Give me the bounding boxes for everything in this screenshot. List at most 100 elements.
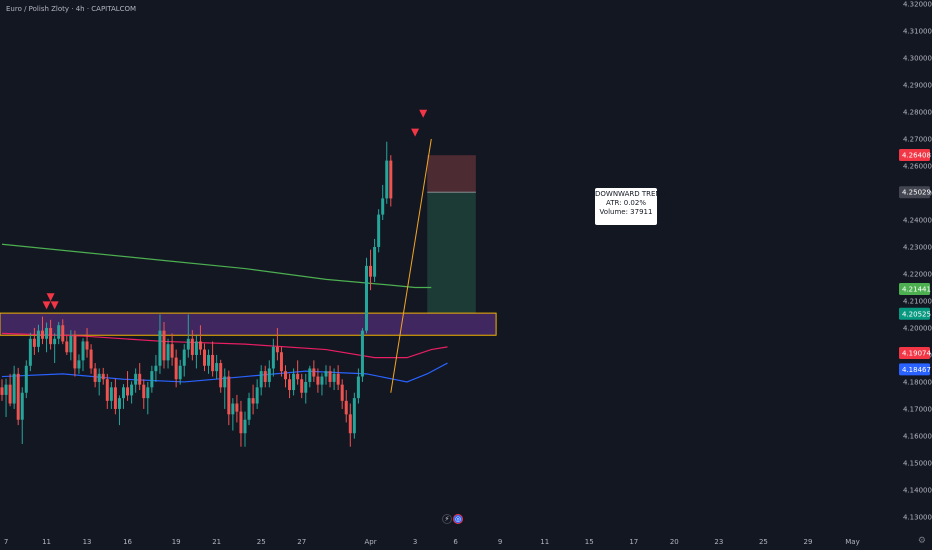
- candle: [312, 368, 316, 377]
- candle: [373, 246, 377, 277]
- candle: [320, 376, 324, 385]
- y-tick-label: 4.13000: [903, 513, 932, 521]
- y-tick-label: 4.22000: [903, 270, 932, 278]
- stop-loss-zone: [427, 155, 476, 193]
- candle: [352, 398, 356, 434]
- sell-signal-marker: [46, 293, 55, 302]
- candle: [134, 373, 138, 385]
- candle: [235, 403, 239, 412]
- candle: [340, 384, 344, 401]
- x-tick-label: 16: [123, 538, 132, 546]
- x-tick-label: 25: [257, 538, 266, 546]
- candle: [93, 368, 97, 382]
- price-label-text: 4.26408: [902, 151, 931, 159]
- candle: [101, 373, 105, 380]
- x-tick-label: 17: [629, 538, 638, 546]
- x-tick-label: 23: [714, 538, 723, 546]
- price-label-text: 4.21441: [902, 286, 931, 294]
- candle: [316, 376, 320, 385]
- candle: [85, 341, 89, 350]
- atr-label: ATR: 0.02%: [606, 199, 646, 207]
- y-tick-label: 4.30000: [903, 55, 932, 63]
- candle: [105, 379, 109, 401]
- candle: [243, 419, 247, 434]
- candle: [336, 373, 340, 385]
- lightning-icon[interactable]: ⚡: [442, 514, 452, 524]
- trend-info-box: DOWNWARD TREND ATR: 0.02% Volume: 37911: [595, 188, 666, 225]
- x-tick-label: 25: [759, 538, 768, 546]
- candle: [178, 365, 182, 380]
- y-tick-label: 4.15000: [903, 459, 932, 467]
- x-tick-label: 15: [585, 538, 594, 546]
- candle: [117, 398, 121, 409]
- candle: [24, 365, 28, 393]
- y-tick-label: 4.29000: [903, 82, 932, 90]
- candle: [267, 368, 271, 382]
- candle: [182, 349, 186, 366]
- candle: [138, 373, 142, 385]
- supply-zone[interactable]: [0, 312, 497, 336]
- candle: [271, 346, 275, 369]
- x-tick-label: 21: [212, 538, 221, 546]
- trend-line[interactable]: [390, 138, 432, 393]
- x-tick-label: May: [845, 538, 859, 546]
- candle: [263, 371, 267, 382]
- candle: [348, 414, 352, 434]
- candle: [69, 336, 73, 353]
- candle: [170, 344, 174, 358]
- price-label-tag: [899, 307, 930, 320]
- candle: [154, 365, 158, 372]
- candle: [36, 330, 40, 347]
- candle: [239, 411, 243, 434]
- x-tick-label: 9: [498, 538, 502, 546]
- x-tick-label: 20: [670, 538, 679, 546]
- candle: [389, 160, 393, 199]
- candle: [255, 387, 259, 404]
- candle: [215, 363, 219, 372]
- candle: [49, 327, 53, 345]
- x-tick-label: 13: [83, 538, 92, 546]
- candle: [57, 325, 61, 339]
- candle: [20, 392, 24, 420]
- moving-average-1: [1, 243, 432, 289]
- y-tick-label: 4.28000: [903, 109, 932, 117]
- candle: [279, 352, 283, 372]
- candle: [207, 354, 211, 366]
- candle: [332, 373, 336, 382]
- candle: [81, 341, 85, 361]
- candle: [146, 387, 150, 399]
- price-label-tag: [899, 148, 930, 161]
- candle: [223, 376, 227, 388]
- candle: [284, 371, 287, 380]
- candle: [142, 384, 146, 399]
- y-tick-label: 4.14000: [903, 486, 932, 494]
- volume-label: Volume: 37911: [599, 208, 653, 216]
- symbol-title[interactable]: Euro / Polish Zloty · 4h · CAPITALCOM: [6, 5, 137, 13]
- price-label-text: 4.18467: [902, 366, 931, 374]
- candle: [308, 368, 312, 382]
- x-tick-label: Apr: [364, 538, 376, 546]
- candle: [211, 354, 215, 372]
- candle: [97, 373, 101, 382]
- candle: [275, 346, 279, 353]
- y-tick-label: 4.16000: [903, 432, 932, 440]
- sell-signal-marker: [50, 301, 59, 310]
- candle: [0, 387, 4, 395]
- candle: [292, 373, 296, 391]
- candle: [122, 387, 125, 399]
- y-tick-label: 4.18000: [903, 378, 932, 386]
- y-tick-label: 4.26000: [903, 163, 932, 171]
- take-profit-zone: [427, 192, 476, 314]
- price-label-text: 4.25029: [902, 189, 931, 197]
- x-tick-label: 11: [540, 538, 549, 546]
- candle: [65, 341, 69, 353]
- globe-icon[interactable]: ◎: [453, 514, 463, 524]
- price-label-tag: [899, 283, 930, 296]
- candle: [304, 381, 308, 393]
- price-label-text: 4.20525: [902, 310, 931, 318]
- gear-icon[interactable]: ⚙: [917, 536, 926, 546]
- x-tick-label: 7: [4, 538, 8, 546]
- price-label-tag: [899, 346, 930, 359]
- y-tick-label: 4.24000: [903, 216, 932, 224]
